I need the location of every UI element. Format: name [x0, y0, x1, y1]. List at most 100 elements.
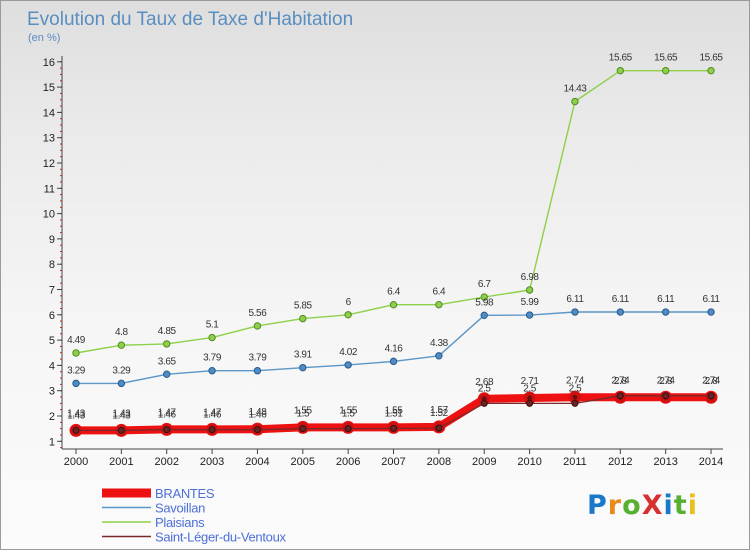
- data-point: [616, 392, 624, 400]
- x-tick-label: 2002: [154, 456, 178, 468]
- data-point: [571, 308, 579, 316]
- data-point: [208, 333, 216, 342]
- y-tick-label: 6: [49, 310, 55, 322]
- logo-letter: i: [687, 490, 698, 521]
- data-label: 6.98: [521, 272, 540, 283]
- y-tick-label: 13: [43, 133, 55, 145]
- data-label: 2.8: [659, 376, 673, 387]
- data-point: [208, 426, 216, 434]
- data-label: 15.65: [654, 53, 678, 64]
- data-label: 15.65: [700, 53, 724, 64]
- data-point: [117, 426, 125, 434]
- data-point: [72, 379, 80, 388]
- data-point: [389, 300, 398, 309]
- data-label: 1.43: [112, 408, 131, 419]
- data-label: 6: [346, 297, 352, 308]
- x-tick-label: 2000: [64, 456, 88, 468]
- data-label: 2.5: [523, 383, 537, 394]
- data-label: 3.29: [112, 365, 131, 376]
- x-tick-label: 2013: [653, 456, 677, 468]
- x-tick-label: 2007: [381, 456, 405, 468]
- data-label: 5.98: [475, 297, 494, 308]
- y-tick-label: 1: [49, 436, 55, 448]
- data-point: [571, 399, 579, 407]
- data-label: 2.74: [657, 375, 676, 386]
- data-label: 4.49: [67, 335, 86, 346]
- data-point: [525, 311, 534, 319]
- legend-label: Saint-Léger-du-Ventoux: [155, 530, 287, 545]
- y-tick-label: 4: [49, 360, 55, 372]
- data-label: 2.74: [611, 375, 630, 386]
- y-tick-label: 7: [49, 285, 55, 297]
- series-plaisians: [72, 66, 715, 357]
- data-label: 2.5: [478, 383, 492, 394]
- x-tick-label: 2008: [427, 456, 451, 468]
- data-point: [208, 367, 216, 375]
- x-tick-label: 2006: [336, 456, 360, 468]
- data-label: 1.47: [203, 407, 222, 418]
- data-label: 15.65: [609, 53, 633, 64]
- data-label: 1.55: [385, 405, 404, 416]
- data-label: 2.5: [569, 383, 583, 394]
- data-point: [525, 286, 534, 294]
- y-tick-label: 5: [49, 335, 55, 347]
- data-label: 5.56: [249, 308, 268, 319]
- x-tick-label: 2001: [109, 456, 133, 468]
- data-label: 5.85: [294, 301, 313, 312]
- data-point: [707, 308, 715, 316]
- data-point: [299, 363, 307, 372]
- y-tick-label: 16: [43, 57, 55, 69]
- data-label: 1.46: [158, 410, 177, 421]
- x-tick-label: 2014: [699, 456, 723, 468]
- data-label: 6.4: [387, 287, 401, 298]
- legend-label: Savoillan: [155, 501, 205, 516]
- y-tick-label: 2: [49, 411, 55, 423]
- data-label: 1.43: [112, 410, 131, 421]
- data-point: [72, 426, 80, 434]
- logo-letter: t: [673, 490, 688, 521]
- data-label: 1.57: [430, 405, 449, 416]
- series-saint-l-ger-du-ventoux: [72, 392, 715, 434]
- x-tick-label: 2004: [245, 456, 269, 468]
- data-point: [253, 322, 262, 330]
- data-point: [616, 308, 625, 316]
- data-label: 2.8: [705, 376, 719, 387]
- data-point: [72, 349, 80, 357]
- data-point: [163, 340, 171, 348]
- data-point-center: [527, 395, 532, 401]
- data-label: 6.11: [566, 294, 584, 305]
- data-point: [480, 311, 488, 320]
- data-label: 14.43: [563, 84, 587, 95]
- data-point: [299, 425, 307, 433]
- data-point: [707, 392, 715, 400]
- logo-letter: r: [607, 490, 623, 521]
- data-label: 4.38: [430, 338, 449, 349]
- x-tick-label: 2009: [472, 456, 496, 468]
- proxiti-logo: ProXiti: [587, 490, 698, 521]
- data-point: [571, 97, 579, 106]
- data-point: [344, 311, 352, 319]
- data-label: 2.8: [614, 376, 628, 387]
- data-label: 1.5: [296, 409, 310, 420]
- y-tick-label: 14: [43, 107, 55, 119]
- x-tick-label: 2011: [563, 456, 587, 468]
- data-label: 1.43: [67, 410, 86, 421]
- data-label: 2.74: [566, 375, 585, 386]
- data-label: 1.48: [249, 407, 268, 418]
- data-point: [480, 399, 488, 407]
- data-label: 1.47: [158, 407, 177, 418]
- legend-label: BRANTES: [155, 486, 215, 501]
- data-point: [616, 66, 625, 75]
- series-line: [75, 69, 711, 354]
- data-point: [344, 425, 352, 433]
- data-label: 5.99: [521, 297, 540, 308]
- data-label: 1.46: [249, 410, 268, 421]
- data-label: 6.11: [657, 294, 675, 305]
- data-point: [390, 424, 398, 432]
- data-point: [253, 367, 262, 375]
- y-tick-label: 3: [49, 386, 55, 398]
- data-label: 1.55: [339, 405, 358, 416]
- data-label: 2.71: [521, 376, 540, 387]
- data-label: 4.16: [385, 343, 404, 354]
